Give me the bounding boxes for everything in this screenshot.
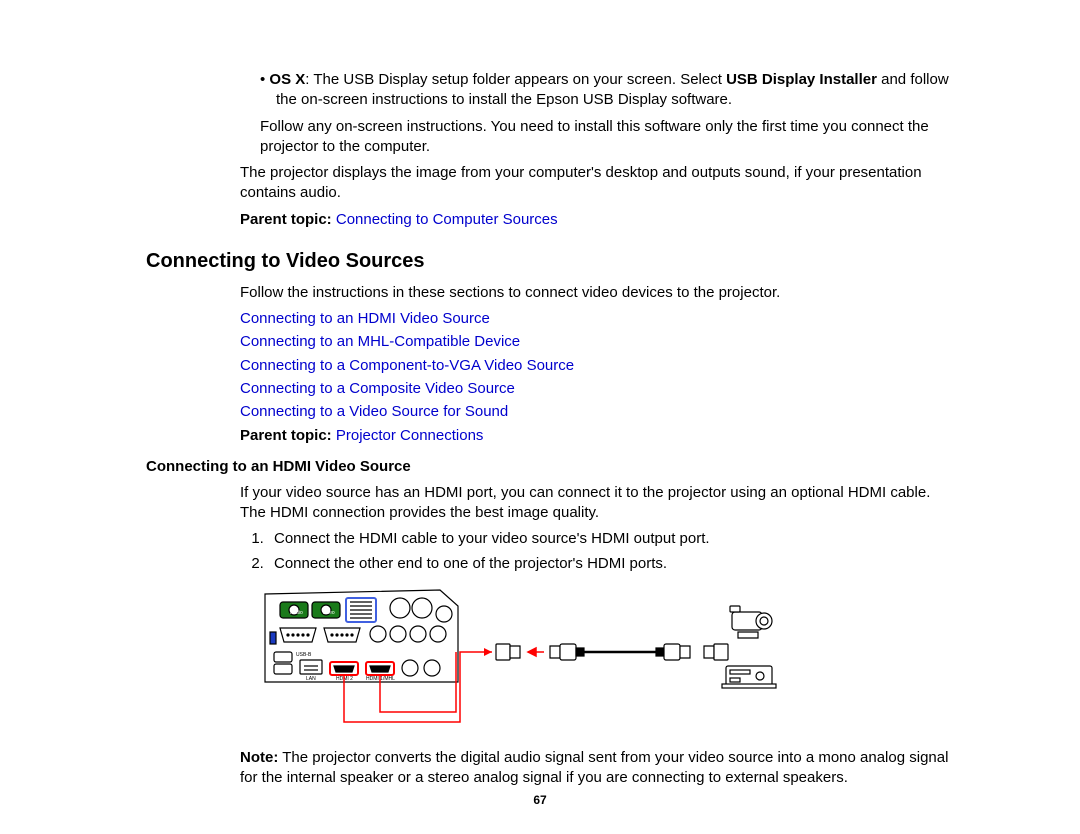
hdmi-steps: Connect the HDMI cable to your video sou… [268, 529, 960, 574]
hdmi-intro-para: If your video source has an HDMI port, y… [240, 483, 960, 524]
link-composite[interactable]: Connecting to a Composite Video Source [240, 380, 515, 397]
link-mhl[interactable]: Connecting to an MHL-Compatible Device [240, 333, 520, 350]
step-2: Connect the other end to one of the proj… [268, 554, 960, 574]
osx-bullet: • OS X: The USB Display setup folder app… [260, 70, 960, 111]
projector-displays-para: The projector displays the image from yo… [240, 163, 960, 204]
link-component[interactable]: Connecting to a Component-to-VGA Video S… [240, 357, 574, 374]
hdmi-note: Note: The projector converts the digital… [240, 748, 960, 789]
heading-hdmi: Connecting to an HDMI Video Source [146, 457, 960, 477]
link-hdmi[interactable]: Connecting to an HDMI Video Source [240, 310, 490, 327]
link-sound[interactable]: Connecting to a Video Source for Sound [240, 403, 508, 420]
svg-text:Audio: Audio [290, 610, 303, 616]
step-1: Connect the HDMI cable to your video sou… [268, 529, 960, 549]
osx-mid: : The USB Display setup folder appears o… [305, 71, 726, 88]
follow-instructions-para: Follow any on-screen instructions. You n… [260, 117, 960, 158]
video-intro-para: Follow the instructions in these section… [240, 283, 960, 303]
parent-topic-label-1: Parent topic: [240, 211, 332, 228]
parent-topic-1: Parent topic: Connecting to Computer Sou… [240, 210, 960, 230]
parent-topic-label-2: Parent topic: [240, 427, 332, 444]
heading-video-sources: Connecting to Video Sources [146, 248, 960, 275]
parent-topic-link-projector-connections[interactable]: Projector Connections [332, 427, 484, 444]
bullet-prefix: • [260, 71, 269, 88]
note-body: The projector converts the digital audio… [240, 749, 948, 786]
osx-label: OS X [269, 71, 305, 88]
svg-text:USB-B: USB-B [296, 652, 312, 658]
hdmi-connection-diagram: USB-B LAN HDMI 2 HDMI 1/MHL Audio Video [260, 584, 960, 734]
page-number: 67 [0, 792, 1080, 808]
note-label: Note: [240, 749, 278, 766]
svg-text:LAN: LAN [306, 676, 316, 682]
svg-text:Video: Video [322, 610, 335, 616]
parent-topic-link-computer-sources[interactable]: Connecting to Computer Sources [332, 211, 558, 228]
usb-installer-label: USB Display Installer [726, 71, 877, 88]
parent-topic-2: Parent topic: Projector Connections [240, 426, 960, 446]
